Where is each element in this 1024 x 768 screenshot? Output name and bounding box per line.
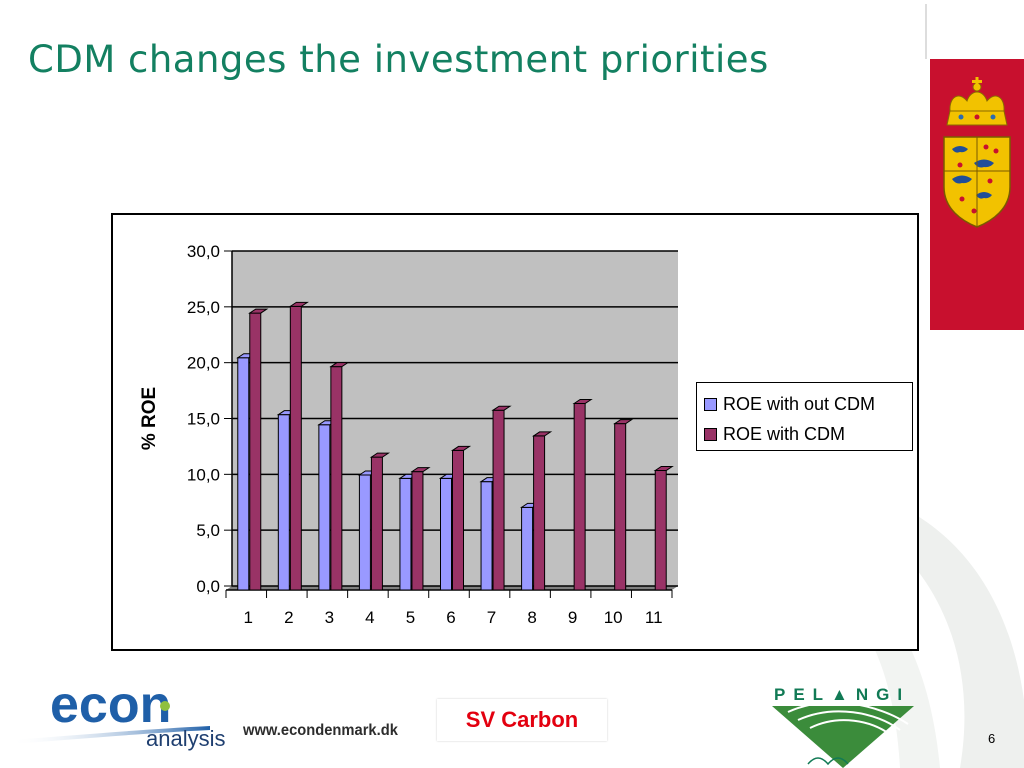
bar-top-face	[531, 431, 553, 437]
econ-logo-text: econ	[50, 680, 171, 734]
legend-item-without-cdm: ROE with out CDM	[704, 389, 912, 419]
bar-without-cdm	[237, 357, 250, 591]
x-tick-label: 3	[325, 608, 334, 627]
bar-top-face	[288, 301, 309, 307]
econ-sub-text: analysis	[146, 726, 225, 751]
bar-with-cdm	[654, 470, 667, 591]
y-tick-label: 20,0	[187, 354, 220, 373]
x-tick-label: 4	[365, 608, 374, 627]
legend-swatch-with-cdm	[704, 427, 717, 441]
legend-label-without-cdm: ROE with out CDM	[723, 393, 876, 414]
x-tick-label: 7	[487, 608, 496, 627]
x-tick-label: 2	[284, 608, 293, 627]
bar-top-face	[613, 419, 634, 425]
bar-without-cdm	[521, 506, 534, 591]
bar-with-cdm	[614, 423, 627, 591]
bar-with-cdm	[452, 449, 464, 591]
bar-without-cdm	[277, 414, 290, 591]
y-tick-label: 25,0	[187, 298, 220, 317]
bar-with-cdm	[370, 456, 383, 591]
legend-item-with-cdm: ROE with CDM	[704, 419, 912, 449]
bar-without-cdm	[358, 474, 371, 591]
x-tick-label: 6	[446, 608, 455, 627]
pelangi-text: PEL▲NGI	[774, 685, 910, 704]
bar-top-face	[491, 405, 512, 411]
y-tick-label: 30,0	[187, 242, 220, 261]
bar-top-face	[450, 445, 472, 451]
chart-legend: ROE with out CDM ROE with CDM	[696, 382, 913, 451]
bar-with-cdm	[289, 305, 302, 591]
bar-top-face	[369, 452, 391, 458]
sv-carbon-label: SV Carbon	[437, 699, 607, 741]
pelangi-logo: PEL▲NGI	[772, 685, 914, 768]
bar-top-face	[572, 399, 593, 405]
bar-with-cdm	[330, 366, 343, 591]
legend-swatch-without-cdm	[704, 397, 717, 411]
y-axis-label: % ROE	[139, 387, 160, 450]
bar-without-cdm	[480, 481, 493, 591]
slide-title: CDM changes the investment priorities	[28, 38, 769, 81]
bar-top-face	[248, 308, 269, 314]
x-tick-label: 11	[645, 608, 663, 627]
bar-with-cdm	[573, 403, 586, 591]
bar-with-cdm	[411, 471, 424, 591]
bar-without-cdm	[440, 477, 452, 591]
bar-chart: 0,0 5,0 10,0 15,0 20,0 25,0 30,0 % ROE 1 2 3 4 5 6 7 8 9…	[139, 242, 678, 627]
y-tick-label: 10,0	[187, 465, 220, 484]
x-tick-label: 5	[406, 608, 415, 627]
x-tick-label: 1	[244, 608, 253, 627]
bar-with-cdm	[533, 435, 546, 591]
danish-coat-of-arms-icon	[930, 59, 1024, 330]
bar-without-cdm	[318, 424, 331, 591]
page-number: 6	[988, 731, 996, 746]
bar-top-face	[410, 467, 431, 473]
y-tick-label: 15,0	[187, 410, 220, 429]
econ-logo: econ analysis	[10, 680, 225, 751]
footer-url: www.econdenmark.dk	[243, 722, 398, 739]
x-tick-label: 8	[527, 608, 536, 627]
bar-with-cdm	[249, 312, 262, 591]
bar-top-face	[329, 362, 350, 368]
bar-with-cdm	[492, 409, 505, 591]
bar-top-face	[653, 466, 674, 472]
x-tick-label: 9	[568, 608, 577, 627]
x-tick-label: 10	[604, 608, 623, 627]
legend-label-with-cdm: ROE with CDM	[723, 423, 846, 444]
y-tick-label: 0,0	[196, 577, 220, 596]
y-tick-label: 5,0	[196, 521, 220, 540]
bar-without-cdm	[399, 477, 412, 591]
econ-logo-dot	[160, 701, 170, 711]
